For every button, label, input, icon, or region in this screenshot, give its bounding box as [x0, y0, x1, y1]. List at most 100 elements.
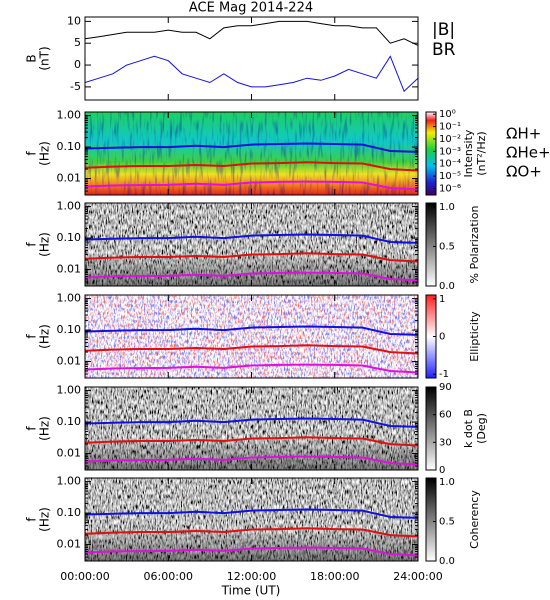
spectrogram-shade	[85, 203, 418, 286]
colorbar-label: Intensity	[462, 129, 475, 177]
colorbar	[425, 202, 437, 287]
x-tick-label: 00:00:00	[60, 570, 109, 583]
spectrogram-texture	[85, 295, 418, 378]
y-axis-label: f	[25, 517, 39, 522]
colorbar-tick-label: 0	[439, 465, 445, 476]
series-line	[85, 233, 418, 244]
series-line	[85, 344, 418, 355]
y-tick-label: 0.01	[57, 263, 82, 276]
spectrogram	[85, 112, 418, 195]
y-axis-label: (Hz)	[38, 141, 52, 166]
colorbar-tick-label: 0.0	[439, 556, 455, 567]
series-line	[85, 55, 418, 93]
legend-entry: ΩO+	[506, 163, 542, 181]
panel: 1.00 0.10 0.01 f (Hz) 90 60 30 0 k dot B (Deg)	[25, 382, 489, 476]
y-tick-label: 0.10	[57, 323, 82, 336]
spectrogram-shade	[85, 387, 418, 470]
legend-entry: ΩHe+	[506, 144, 550, 162]
panel: 1.00 0.10 0.01 f (Hz) 1.0 0.5 0.0 % Polarization	[25, 200, 482, 292]
series-line	[85, 546, 418, 557]
colorbar-label: Coherency	[468, 490, 481, 549]
y-axis-label: f	[25, 426, 39, 431]
x-tick-label: 06:00:00	[144, 570, 193, 583]
y-axis-label: (nT)	[38, 46, 52, 70]
colorbar-tick-label: 10⁻¹	[439, 122, 461, 133]
y-tick-label: 5	[74, 36, 81, 49]
y-tick-label: 0.10	[57, 506, 82, 519]
x-tick-label: 18:00:00	[310, 570, 359, 583]
legend-entry: |B|	[432, 20, 455, 40]
series-line	[85, 161, 418, 172]
x-axis-label: Time (UT)	[221, 584, 281, 598]
colorbar	[425, 477, 437, 562]
y-axis-label: (Hz)	[38, 324, 52, 349]
colorbar-tick-label: 1	[439, 294, 445, 305]
colorbar-label: (Deg)	[475, 413, 488, 444]
colorbar-tick-label: 10⁰	[439, 109, 456, 120]
y-axis-label: (Hz)	[38, 416, 52, 441]
series-line	[85, 436, 418, 447]
colorbar-tick-label: 1.0	[439, 477, 455, 488]
y-axis-label: f	[25, 334, 39, 339]
spectrogram	[85, 387, 418, 470]
colorbar-tick-label: -1	[439, 369, 449, 380]
spectrogram	[85, 295, 418, 378]
legend-entry: BR	[432, 40, 456, 60]
y-axis-label: (Hz)	[38, 507, 52, 532]
colorbar-label: (nT²/Hz)	[475, 131, 488, 175]
series-line	[85, 142, 418, 153]
series-line	[85, 20, 418, 46]
spectrogram-texture	[85, 112, 418, 195]
y-tick-label: 0.01	[57, 447, 82, 460]
y-axis-label: (Hz)	[38, 232, 52, 257]
plot-frame	[84, 16, 419, 101]
y-tick-label: -5	[70, 80, 81, 93]
colorbar-tick-label: 30	[439, 437, 452, 448]
colorbar-tick-label: 0.0	[439, 281, 455, 292]
series-line	[85, 325, 418, 336]
colorbar-label: k dot B	[462, 409, 475, 448]
colorbar-label: Ellipticity	[468, 311, 481, 362]
y-tick-label: 0.01	[57, 172, 82, 185]
colorbar-tick-label: 10⁻⁵	[439, 171, 461, 182]
series-line	[85, 363, 418, 374]
y-axis-label: f	[25, 242, 39, 247]
series-line	[85, 252, 418, 263]
y-tick-label: 1.00	[57, 292, 82, 305]
colorbar	[425, 111, 437, 196]
panel: 1.00 0.10 0.01 f (Hz) 1 0 -1 Ellipticity	[25, 292, 482, 381]
series-line	[85, 527, 418, 538]
spectrogram	[85, 203, 418, 286]
series-line	[85, 417, 418, 428]
y-axis-label: f	[25, 151, 39, 156]
x-tick-label: 24:00:00	[393, 570, 442, 583]
colorbar-tick-label: 10⁻⁴	[439, 159, 461, 170]
colorbar-tick-label: 90	[439, 382, 452, 393]
colorbar-tick-label: 1.0	[439, 202, 455, 213]
y-tick-label: 0.10	[57, 140, 82, 153]
y-tick-label: 0.01	[57, 355, 82, 368]
colorbar-tick-label: 10⁻²	[439, 134, 461, 145]
panel: 1.00 0.10 0.01 00:00:00 06:00:00 12:00:00 18:0…	[25, 475, 482, 583]
y-tick-label: 10	[67, 14, 81, 27]
y-tick-label: 0	[74, 58, 81, 71]
panel: -5 0 5 10 B (nT) |B|BR	[25, 14, 456, 101]
colorbar-tick-label: 0	[439, 332, 445, 343]
y-tick-label: 1.00	[57, 200, 82, 213]
chart-title: ACE Mag 2014-224	[189, 1, 313, 16]
colorbar-tick-label: 10⁻³	[439, 146, 461, 157]
colorbar	[425, 386, 437, 471]
y-tick-label: 1.00	[57, 475, 82, 488]
panel: 1.000.100.01f (Hz)ΩH+ΩHe+ΩO+10⁰10⁻¹10⁻²10…	[25, 109, 550, 196]
series-line	[85, 508, 418, 519]
x-tick-label: 12:00:00	[227, 570, 276, 583]
y-tick-label: 0.01	[57, 538, 82, 551]
y-tick-label: 0.10	[57, 415, 82, 428]
y-axis-label: B	[25, 54, 39, 62]
series-line	[85, 271, 418, 282]
y-tick-label: 1.00	[57, 109, 82, 122]
colorbar-tick-label: 0.5	[439, 516, 455, 527]
spectrogram	[85, 478, 418, 561]
colorbar-tick-label: 0.5	[439, 241, 455, 252]
